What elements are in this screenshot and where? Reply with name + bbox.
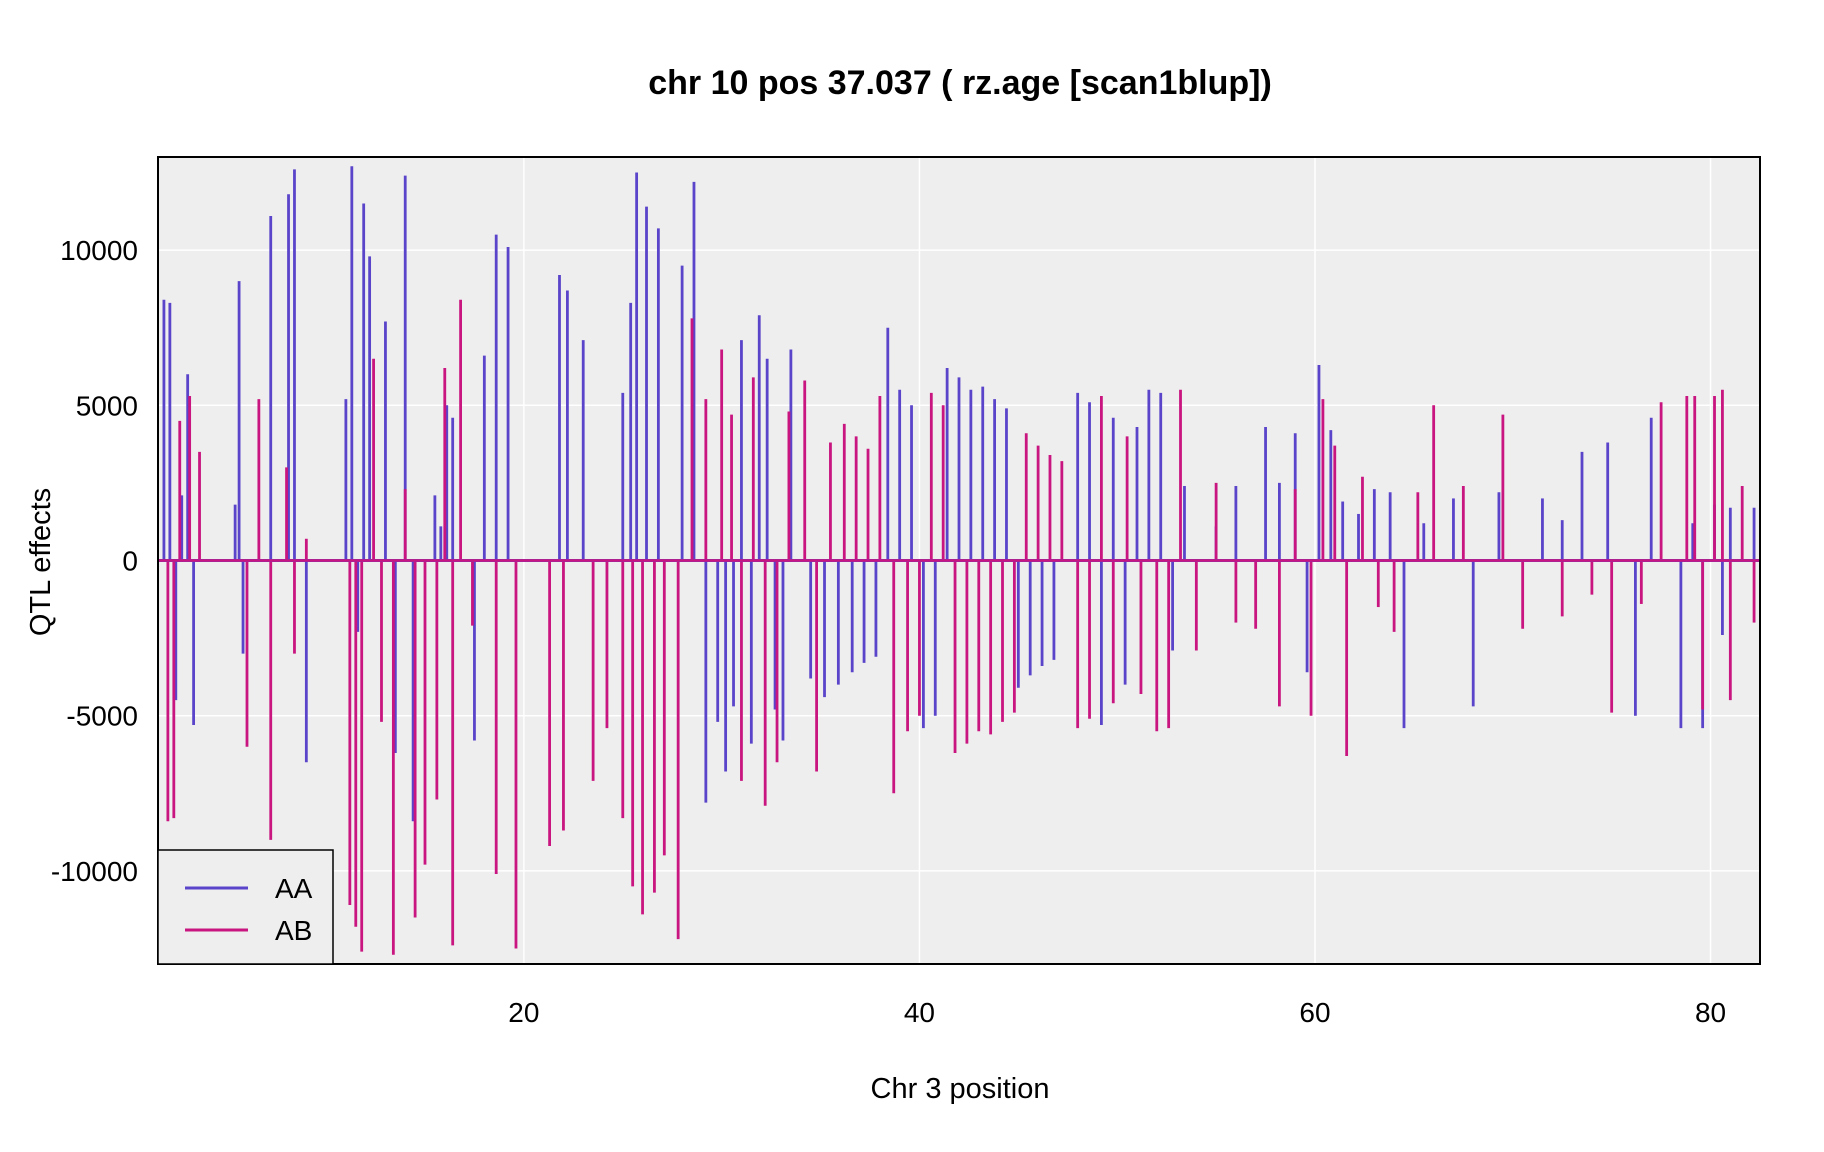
x-tick-label: 60: [1299, 997, 1330, 1028]
series-ab: [166, 299, 1756, 955]
chart-title: chr 10 pos 37.037 ( rz.age [scan1blup]): [648, 64, 1272, 102]
y-tick-label: 0: [122, 546, 138, 577]
series-layer: [162, 166, 1756, 955]
plot-frame: [157, 156, 1761, 965]
y-tick-label: -5000: [66, 701, 138, 732]
x-axis-label: Chr 3 position: [871, 1073, 1050, 1105]
x-tick-labels: 20 40 60 80: [508, 997, 1726, 1028]
legend-label-ab: AB: [275, 915, 312, 946]
x-tick-label: 80: [1695, 997, 1726, 1028]
legend-box: [157, 849, 334, 965]
legend-label-aa: AA: [275, 873, 313, 904]
y-tick-label: -10000: [51, 856, 138, 887]
y-tick-label: 5000: [76, 390, 138, 421]
legend: AA AB: [157, 849, 334, 965]
y-tick-labels: -10000 -5000 0 5000 10000: [51, 235, 138, 887]
x-tick-label: 20: [508, 997, 539, 1028]
y-axis-label: QTL effects: [25, 488, 57, 636]
y-tick-label: 10000: [60, 235, 138, 266]
x-tick-label: 40: [904, 997, 935, 1028]
